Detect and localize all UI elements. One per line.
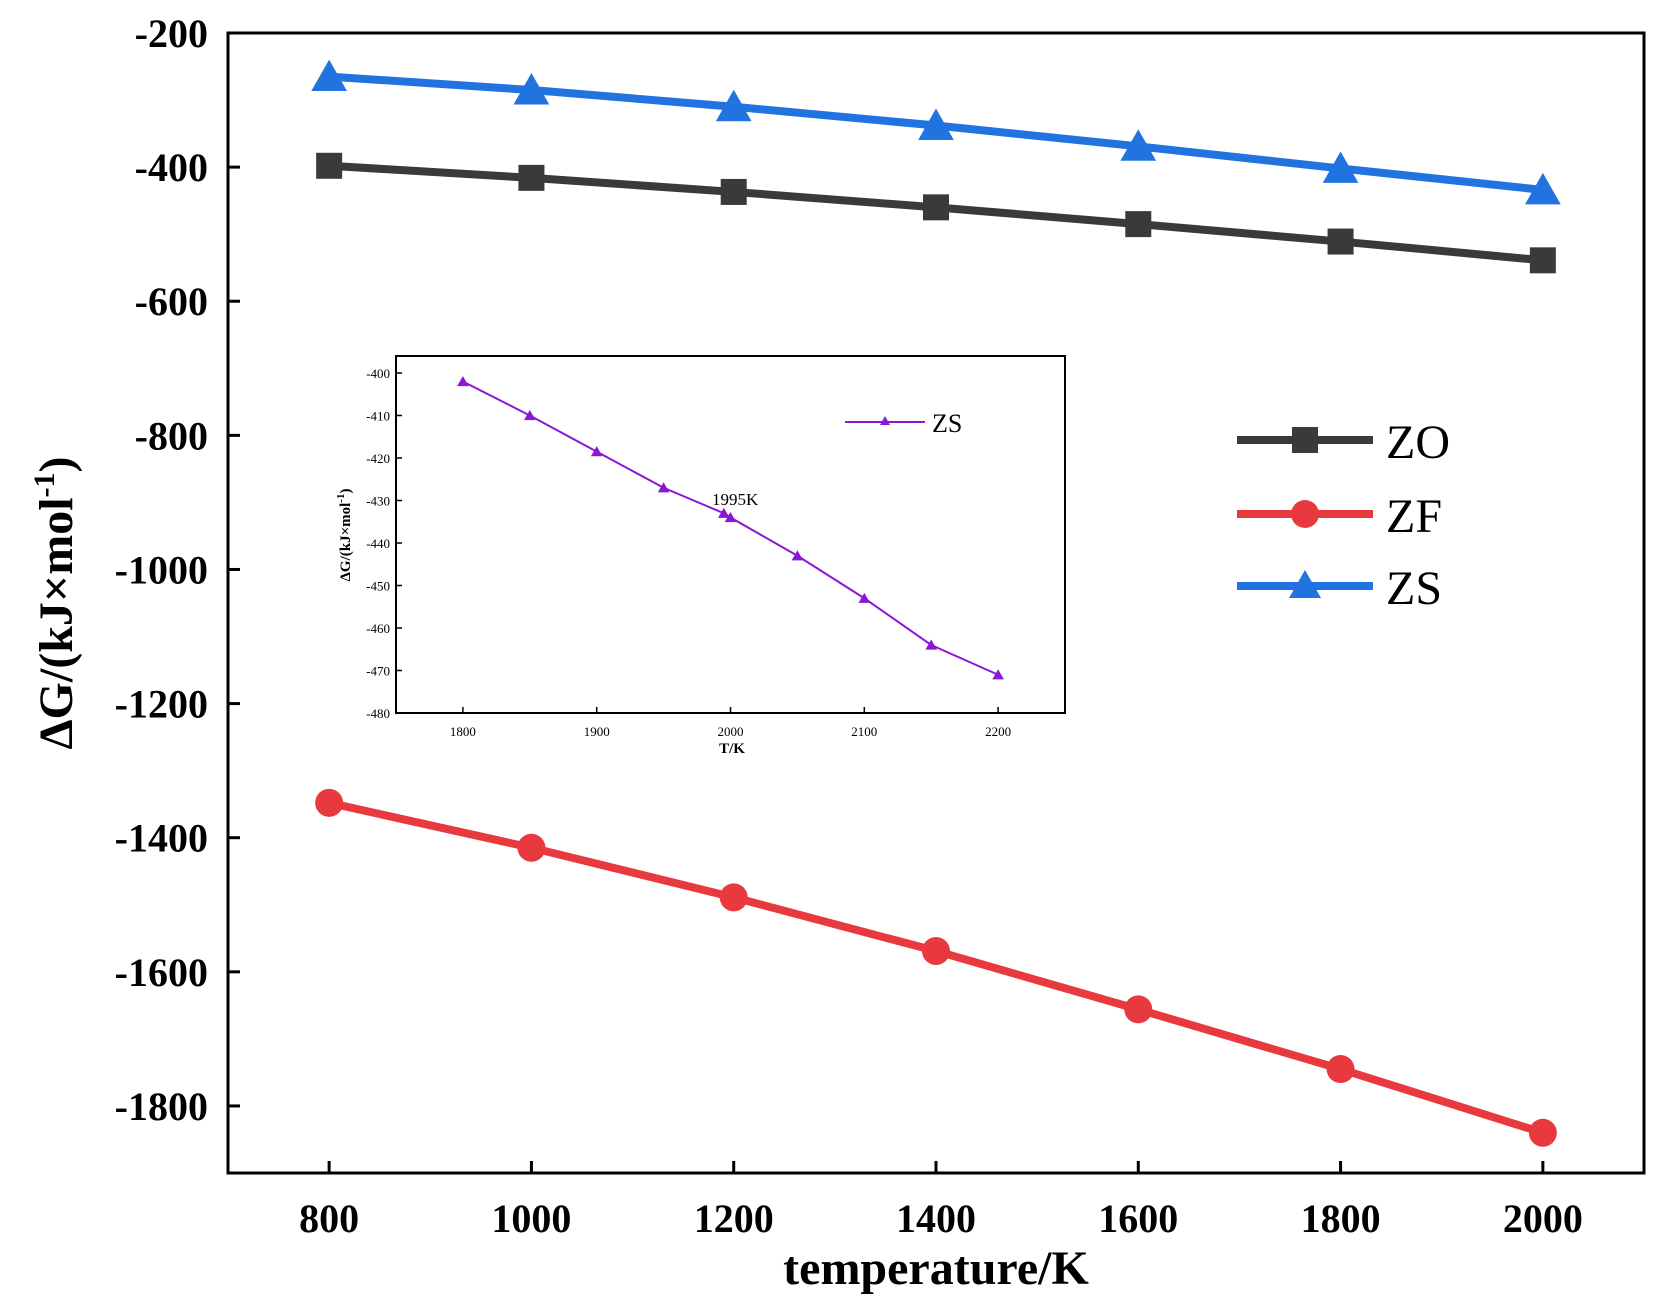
data-point-zf [719,883,748,912]
main-x-tick-label: 1600 [1098,1196,1178,1241]
main-y-tick-label: -1200 [115,682,208,727]
inset-y-tick-label: -450 [366,579,390,594]
main-y-tick-label: -400 [135,145,208,190]
inset-ticks: 1800 1900 2000 2100 2200 -400 -410 -420 -430 -440… [366,366,1011,739]
inset-legend-marker [880,416,890,425]
data-point-zs [1322,151,1359,183]
main-y-axis-label: ΔG/(kJ×mol-1) [28,456,83,749]
data-point-zo [316,152,343,179]
main-y-tick-label: -800 [135,413,208,458]
main-y-tick-label: -1400 [115,816,208,861]
inset-y-tick-label: -400 [366,366,390,381]
legend-marker-zs [1289,570,1321,598]
inset-y-tick-label: -460 [366,621,390,636]
data-point-zs [311,59,347,92]
inset-series [457,376,1004,680]
data-point-zf [922,937,950,966]
inset-x-axis-label: T/K [719,741,745,757]
main-x-tick-label: 2000 [1503,1196,1583,1241]
main-x-tick-label: 800 [299,1196,359,1241]
main-y-axis-label-close: ) [30,456,83,472]
inset-data-point [992,669,1004,680]
data-point-zf [1326,1055,1355,1084]
main-legend: ZO ZF ZS [1237,416,1450,615]
legend-marker-zo [1292,427,1318,453]
data-point-zs [513,73,550,105]
inset-chart: 1800 1900 2000 2100 2200 -400 -410 -420 -430 -440… [335,355,1066,757]
inset-data-point [925,639,937,650]
inset-y-axis-label-close: ) [338,489,354,494]
inset-y-tick-label: -470 [366,664,390,679]
main-y-tick-label: -1000 [115,547,208,592]
inset-x-tick-label: 1800 [450,724,476,739]
main-y-tick-label: -600 [135,279,208,324]
inset-y-tick-label: -440 [366,536,390,551]
main-y-axis-label-sup: -1 [28,472,61,497]
legend-label-zf: ZF [1386,490,1442,543]
inset-data-point [718,507,730,518]
legend-label-zo: ZO [1386,416,1450,469]
main-x-tick-label: 1200 [694,1196,774,1241]
main-series [311,59,1561,1147]
main-x-tick-label: 1800 [1301,1196,1381,1241]
data-point-zo [1125,211,1152,238]
data-point-zs [1120,129,1157,161]
inset-y-tick-label: -410 [366,409,390,424]
main-y-tick-label: -1600 [115,950,208,995]
inset-x-tick-label: 2000 [718,724,744,739]
data-point-zf [517,833,546,862]
inset-data-point [858,592,871,603]
main-y-tick-label: -200 [135,11,208,56]
main-ticks: 800 1000 1200 1400 1600 1800 2000 -200 -400 -600 -… [115,11,1583,1241]
inset-data-point [524,410,536,421]
inset-x-tick-label: 2200 [985,724,1011,739]
inset-y-axis-label-text: ΔG/(kJ×mol [338,503,354,582]
data-point-zo [1327,228,1354,255]
main-x-axis-label: temperature/K [783,1242,1089,1295]
data-point-zo [720,178,747,205]
inset-data-point [457,376,469,387]
inset-data-point [657,482,670,493]
inset-data-point [590,446,603,457]
inset-x-tick-label: 2100 [851,724,877,739]
inset-y-axis-label-sup: -1 [335,494,347,503]
legend-label-zs: ZS [1386,562,1442,615]
inset-legend-label: ZS [932,409,962,438]
inset-data-point [791,550,804,561]
inset-data-point [724,512,737,523]
main-chart: 800 1000 1200 1400 1600 1800 2000 -200 -400 -600 -… [28,11,1646,1295]
data-point-zo [1529,247,1556,274]
inset-y-tick-label: -480 [366,706,390,721]
data-point-zs [1525,172,1561,205]
main-y-tick-label: -1800 [115,1084,208,1129]
data-point-zo [923,194,949,221]
legend-marker-zf [1291,500,1319,528]
main-x-tick-label: 1400 [896,1196,976,1241]
inset-x-tick-label: 1900 [584,724,610,739]
inset-y-tick-label: -420 [366,451,390,466]
data-point-zs [918,108,954,140]
inset-annotation-1995k: 1995K [712,490,759,509]
data-point-zf [315,788,344,817]
main-x-tick-label: 1000 [491,1196,571,1241]
data-point-zf [1528,1118,1557,1147]
data-point-zs [715,89,752,122]
inset-y-tick-label: -430 [366,494,390,509]
inset-y-axis-label: ΔG/(kJ×mol-1) [335,489,354,582]
data-point-zf [1124,995,1153,1024]
data-point-zo [518,164,545,191]
inset-legend: ZS [845,409,962,438]
main-y-axis-label-text: ΔG/(kJ×mol [30,497,83,749]
